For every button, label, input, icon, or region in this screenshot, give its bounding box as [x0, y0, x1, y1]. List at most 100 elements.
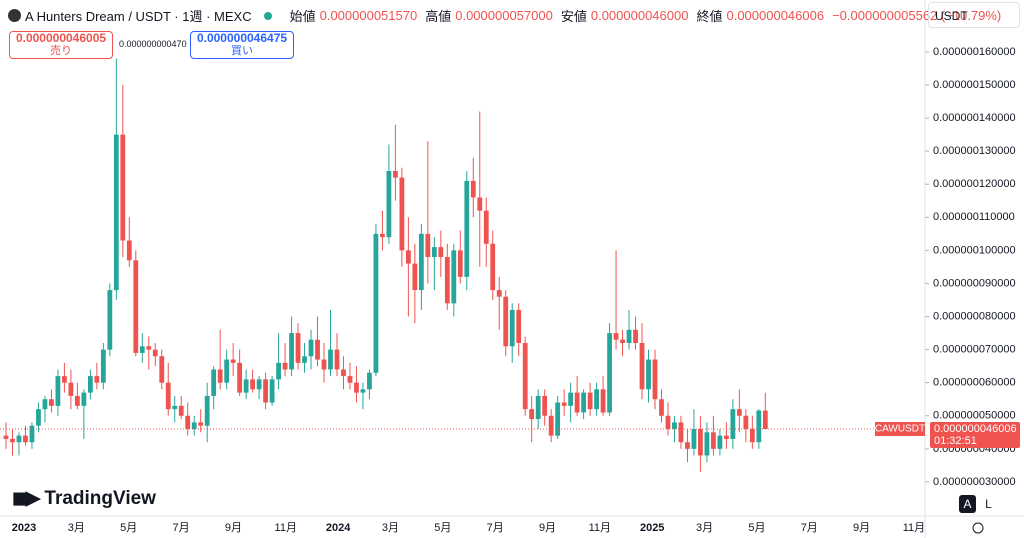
candle-body: [250, 379, 256, 390]
candle-body: [496, 290, 502, 297]
y-tick-label: 0.000000150000: [933, 79, 1016, 91]
candle-body: [503, 296, 509, 347]
candle-body: [594, 389, 599, 410]
candle-body: [529, 409, 535, 420]
settings-icon[interactable]: [972, 522, 984, 534]
candle-body: [360, 389, 366, 393]
x-tick-label: 3月: [68, 522, 85, 534]
y-tick-label: 0.000000090000: [933, 277, 1016, 289]
ohlc-label: 始値: [289, 9, 316, 24]
candle-body: [568, 392, 574, 406]
candle-body: [548, 415, 554, 436]
x-tick-label: 9月: [539, 522, 556, 534]
y-tick-label: 0.000000140000: [933, 112, 1016, 124]
candle-body: [328, 349, 333, 370]
candle-body: [477, 197, 483, 211]
y-tick-label: 0.000000070000: [933, 344, 1016, 356]
candle-body: [581, 392, 587, 413]
candle-body: [146, 346, 152, 350]
x-tick-label: 2024: [326, 522, 351, 534]
currency: USDT: [935, 9, 968, 23]
candle-body: [341, 369, 346, 377]
candle-body: [243, 379, 249, 393]
y-tick-label: 0.000000110000: [933, 211, 1015, 223]
brand-logo: ◼▶: [12, 488, 40, 509]
scale-auto[interactable]: A: [959, 495, 976, 513]
candle-body: [490, 243, 496, 291]
candle-body: [367, 372, 372, 390]
symbol-tag-text: CAWUSDT: [875, 424, 925, 435]
candle-body: [723, 435, 729, 439]
candle-body: [535, 395, 541, 420]
candle-body: [380, 233, 385, 238]
scale-log[interactable]: L: [985, 497, 992, 511]
candle-body: [36, 409, 41, 426]
y-tick-label: 0.000000040000: [933, 443, 1016, 455]
x-tick-label: 5月: [120, 522, 137, 534]
candle-body: [613, 333, 619, 340]
candle-body: [555, 402, 561, 436]
candle-body: [393, 171, 398, 178]
candle-body: [224, 359, 230, 383]
candle-body: [659, 399, 664, 416]
candle-body: [749, 429, 755, 443]
candle-body: [289, 333, 294, 370]
candle-body: [678, 422, 684, 443]
ohlc-value: 0.000000046000: [590, 8, 689, 23]
x-tick-label: 9月: [853, 522, 870, 534]
candle-body: [237, 362, 243, 393]
legend: A Hunters Dream / USDT · 1週 · MEXC 始値 0.0…: [8, 6, 1005, 25]
candle-body: [438, 247, 444, 258]
x-tick-label: 9月: [225, 522, 242, 534]
candle-body: [542, 395, 548, 416]
buy-label: 買い: [231, 45, 253, 57]
candle-body: [120, 134, 126, 241]
ohlc-value: 0.000000046006: [726, 8, 825, 23]
symbol-icon: [8, 9, 21, 22]
sell-price: 0.000000046005: [15, 31, 107, 45]
ohlc-label: 安値: [560, 9, 587, 24]
sell-button[interactable]: 0.000000046005 売り: [9, 31, 113, 59]
candle-body: [16, 435, 22, 443]
candle-body: [665, 415, 671, 430]
candle-body: [386, 171, 392, 238]
candle-body: [347, 376, 353, 383]
candle-body: [711, 432, 716, 449]
candle-body: [133, 260, 139, 353]
currency-button[interactable]: USDT: [928, 2, 1020, 28]
candle-body: [217, 369, 223, 383]
candle-body: [55, 376, 61, 406]
candle-body: [418, 233, 424, 291]
candle-body: [256, 379, 262, 390]
dot: [263, 11, 272, 20]
y-tick-label: 0.000000160000: [933, 46, 1016, 58]
candle-body: [100, 349, 106, 383]
candle-body: [269, 379, 275, 403]
candle-body: [68, 382, 74, 396]
candle-body: [191, 422, 197, 430]
candle-body: [457, 250, 463, 277]
buy-button[interactable]: 0.000000046475 買い: [190, 31, 294, 59]
candle-body: [308, 339, 314, 357]
x-tick-label: 11月: [589, 522, 611, 534]
candle-body: [470, 180, 476, 198]
ohlc-label: 終値: [696, 9, 723, 24]
candle-body: [178, 405, 184, 416]
x-tick-label: 7月: [172, 522, 189, 534]
candle-body: [509, 309, 515, 347]
x-tick-label: 7月: [801, 522, 818, 534]
candle-body: [107, 290, 113, 350]
candle-body: [425, 233, 431, 258]
candle-body: [126, 240, 132, 261]
candle-body: [561, 402, 567, 406]
candle-body: [204, 395, 210, 426]
candle-body: [626, 329, 632, 344]
candle-body: [295, 333, 301, 363]
brand: ◼▶ TradingView: [12, 487, 156, 510]
candle-body: [672, 422, 677, 430]
candle-body: [42, 399, 48, 410]
ohlc-value: 0.000000051570: [319, 8, 418, 23]
chart-title: A Hunters Dream / USDT · 1週 · MEXC: [25, 9, 252, 24]
candle-body: [263, 379, 268, 403]
